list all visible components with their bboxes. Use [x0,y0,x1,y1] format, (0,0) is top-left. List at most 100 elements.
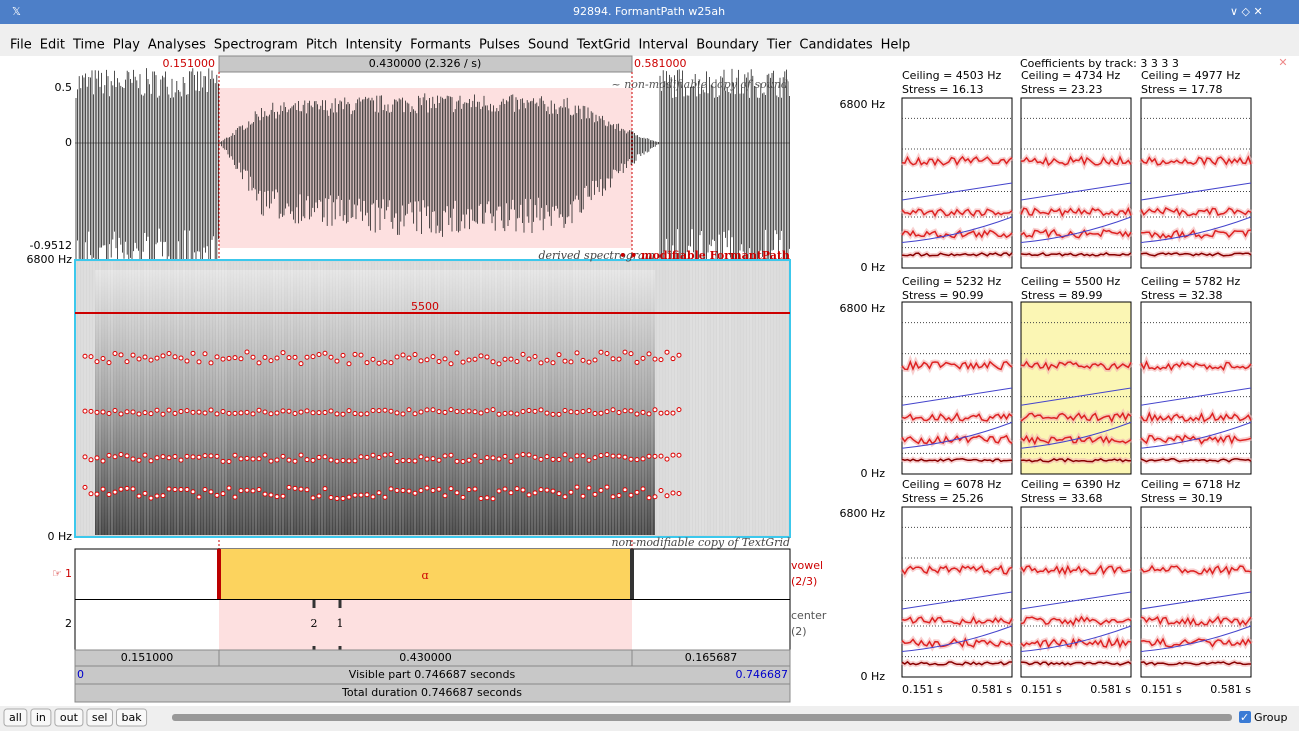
formant-point [305,355,309,359]
point-label: 1 [337,617,344,630]
toolbar-button-label[interactable]: bak [121,711,142,724]
formant-point [533,355,537,359]
formant-point [521,352,525,356]
time-segment-label: 0.151000 [121,651,174,664]
menu-item[interactable]: Intensity [346,38,403,53]
candidate-plot[interactable] [1021,98,1131,268]
formant-point [161,354,165,358]
menu-item[interactable]: Play [113,38,140,53]
formant-point [323,487,327,491]
formant-point [263,492,267,496]
formant-point [311,458,315,462]
formant-point [131,410,135,414]
candidate-plot[interactable] [1141,98,1251,268]
y-label: 6800 Hz [839,302,885,315]
candidate-plot[interactable] [1141,507,1251,677]
formant-point [371,453,375,457]
candidate-ceiling: Ceiling = 6390 Hz [1021,478,1121,491]
candidate-plot[interactable] [1021,302,1131,474]
formant-point [185,487,189,491]
formant-point [653,495,657,499]
menu-item[interactable]: Sound [528,38,569,53]
formant-point [155,494,159,498]
formant-point [257,408,261,412]
formant-point [227,486,231,490]
formant-point [365,493,369,497]
menu-item[interactable]: Pulses [479,38,520,53]
formant-point [113,408,117,412]
candidate-plot[interactable] [902,302,1012,474]
formant-point [173,411,177,415]
formant-point [455,351,459,355]
candidate-ceiling: Ceiling = 4503 Hz [902,69,1002,82]
formant-point [461,360,465,364]
formant-point [101,459,105,463]
formant-point [341,458,345,462]
formant-point [107,361,111,365]
candidate-plot[interactable] [1021,507,1131,677]
formant-point [125,360,129,364]
menu-item[interactable]: Help [881,38,911,53]
formant-point [545,455,549,459]
toolbar-button-label[interactable]: sel [92,711,108,724]
formant-point [629,352,633,356]
menu-item[interactable]: Tier [766,38,792,53]
point-label: 2 [311,617,318,630]
tier-number: 2 [65,617,72,630]
formant-point [485,496,489,500]
formant-point [377,409,381,413]
formant-point [353,412,357,416]
toolbar-button-label[interactable]: out [60,711,79,724]
menu-item[interactable]: TextGrid [576,38,631,53]
formant-point [323,351,327,355]
menu-item[interactable]: File [10,38,32,53]
formant-point [89,492,93,496]
scrollbar[interactable] [172,714,1232,721]
formant-point [299,410,303,414]
formant-point [197,410,201,414]
formant-point [665,350,669,354]
formant-point [317,494,321,498]
formant-point [143,491,147,495]
formant-point [413,459,417,463]
formant-point [131,487,135,491]
tier-2-selection [219,600,632,650]
menu-item[interactable]: Boundary [696,38,759,53]
formant-point [335,412,339,416]
formant-point [413,412,417,416]
formant-point [239,457,243,461]
menu-item[interactable]: Spectrogram [214,38,298,53]
formant-point [497,457,501,461]
toolbar-button-label[interactable]: in [36,711,46,724]
formant-point [275,495,279,499]
menu-item[interactable]: Formants [410,38,471,53]
note: non-modifiable copy of TextGrid [611,536,790,549]
menu-item[interactable]: Edit [40,38,65,53]
formant-point [149,358,153,362]
formant-point [437,359,441,363]
formant-point [215,454,219,458]
candidate-plot[interactable] [902,507,1012,677]
formant-point [179,458,183,462]
formant-point [167,487,171,491]
menu-item[interactable]: Interval [638,38,688,53]
menu-item[interactable]: Time [72,38,105,53]
y-label: -0.9512 [30,239,72,252]
ceiling-label: 5500 [411,300,439,313]
formant-point [293,459,297,463]
menu-item[interactable]: Candidates [799,38,872,53]
candidate-plot[interactable] [902,98,1012,268]
formant-point [179,356,183,360]
toolbar-button-label[interactable]: all [9,711,22,724]
formant-point [233,495,237,499]
x-label: 0.151 s [1021,683,1062,696]
formant-point [395,411,399,415]
formant-point [629,493,633,497]
formant-point [473,410,477,414]
formant-point [389,361,393,365]
menu-item[interactable]: Analyses [148,38,206,53]
candidate-plot[interactable] [1141,302,1251,474]
formant-point [347,409,351,413]
menu-item[interactable]: Pitch [306,38,338,53]
formant-point [275,356,279,360]
